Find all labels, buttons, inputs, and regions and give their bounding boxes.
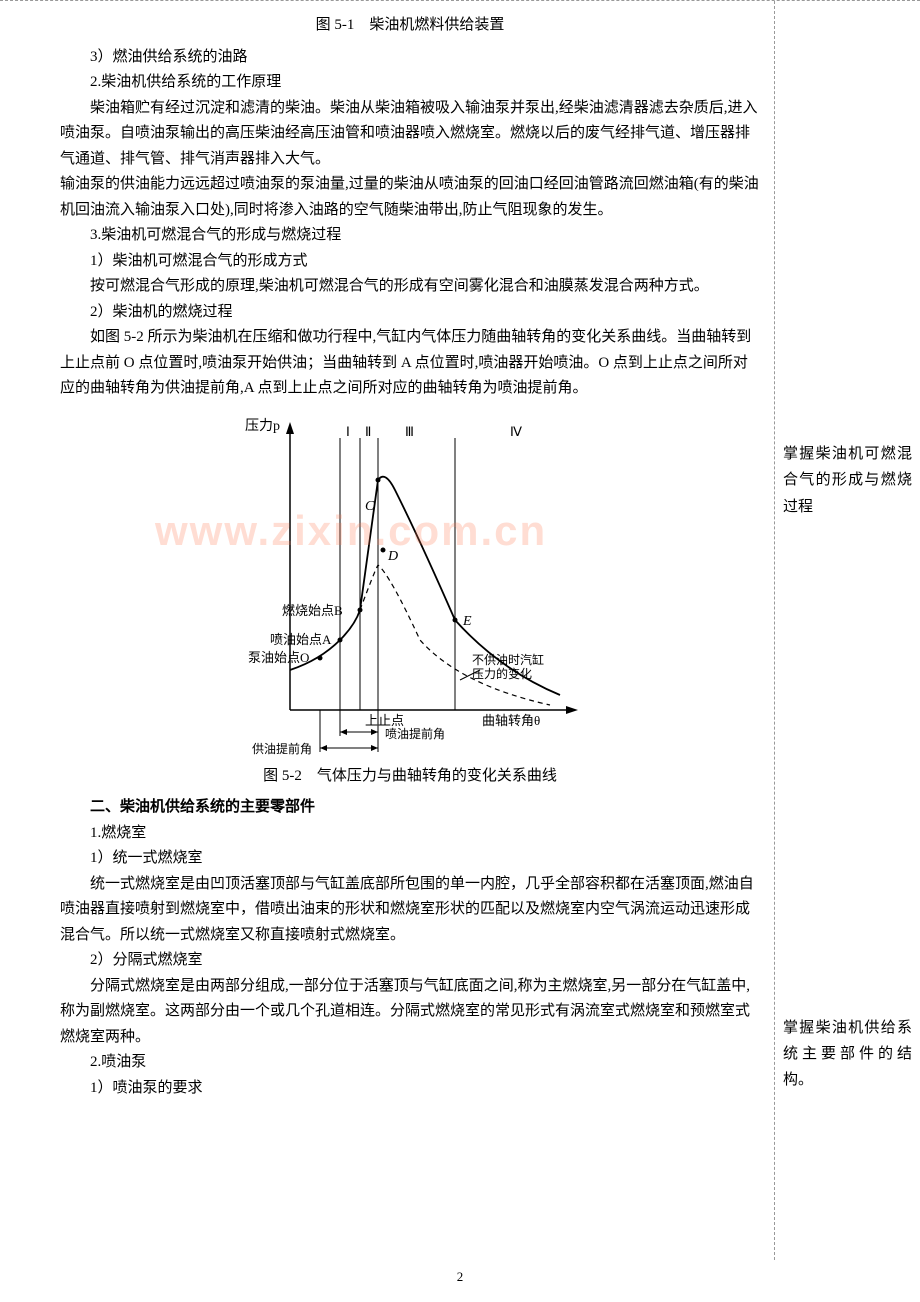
chart-svg: 压力p Ⅰ Ⅱ Ⅲ Ⅳ C	[220, 410, 600, 760]
stage-2: Ⅱ	[365, 424, 371, 439]
para-divided-chamber-head: 2）分隔式燃烧室	[60, 948, 760, 974]
supply-adv-label: 供油提前角	[252, 741, 312, 756]
inject-adv-arrow-r	[371, 729, 378, 735]
inject-adv-arrow-l	[340, 729, 347, 735]
para-mixture-form-head: 1）柴油机可燃混合气的形成方式	[60, 249, 760, 275]
point-b-marker	[358, 607, 363, 612]
stage-3: Ⅲ	[405, 424, 414, 439]
para-combustion-body: 如图 5-2 所示为柴油机在压缩和做功行程中,气缸内气体压力随曲轴转角的变化关系…	[60, 325, 760, 402]
dash-note-2: 压力的变化	[472, 666, 532, 681]
page-container: 图 5-1 柴油机燃料供给装置 3）燃油供给系统的油路 2.柴油机供给系统的工作…	[0, 0, 920, 1260]
supply-adv-arrow-l	[320, 745, 327, 751]
x-axis-label: 曲轴转角θ	[482, 713, 540, 728]
pressure-chart-wrap: www.zixin.com.cn 压力p Ⅰ Ⅱ	[60, 410, 760, 760]
para-mixture-head: 3.柴油机可燃混合气的形成与燃烧过程	[60, 223, 760, 249]
point-c-label: C	[365, 499, 375, 514]
point-d-marker	[381, 547, 386, 552]
page-number: 2	[0, 1260, 920, 1294]
point-a-label: 喷油始点A	[270, 632, 332, 647]
stage-1: Ⅰ	[346, 424, 350, 439]
para-oil-path: 3）燃油供给系统的油路	[60, 45, 760, 71]
para-working-principle-2: 输油泵的供油能力远远超过喷油泵的泵油量,过量的柴油从喷油泵的回油口经回油管路流回…	[60, 172, 760, 223]
para-divided-chamber-body: 分隔式燃烧室是由两部分组成,一部分位于活塞顶与气缸底面之间,称为主燃烧室,另一部…	[60, 974, 760, 1051]
tdc-label: 上止点	[365, 713, 404, 728]
para-working-principle-head: 2.柴油机供给系统的工作原理	[60, 70, 760, 96]
point-o-label: 泵油始点O	[248, 650, 309, 665]
point-o-marker	[318, 655, 323, 660]
point-e-label: E	[462, 614, 472, 629]
para-chamber-head: 1.燃烧室	[60, 821, 760, 847]
inject-adv-label: 喷油提前角	[385, 726, 445, 741]
side-note-combustion: 掌握柴油机可燃混合气的形成与燃烧过程	[783, 441, 912, 520]
x-axis-arrow	[566, 706, 578, 714]
point-c-marker	[376, 477, 381, 482]
para-combustion-head: 2）柴油机的燃烧过程	[60, 300, 760, 326]
pressure-chart: www.zixin.com.cn 压力p Ⅰ Ⅱ	[220, 410, 600, 760]
stage-4: Ⅳ	[510, 424, 522, 439]
y-axis-label: 压力p	[245, 418, 280, 434]
dash-note-1: 不供油时汽缸	[472, 652, 544, 667]
y-axis-arrow	[286, 422, 294, 434]
point-a-marker	[338, 637, 343, 642]
para-mixture-form-body: 按可燃混合气形成的原理,柴油机可燃混合气的形成有空间雾化混合和油膜蒸发混合两种方…	[60, 274, 760, 300]
point-b-label: 燃烧始点B	[282, 603, 343, 618]
para-pump-req-head: 1）喷油泵的要求	[60, 1076, 760, 1102]
point-d-label: D	[387, 549, 398, 564]
para-unified-chamber-body: 统一式燃烧室是由凹顶活塞顶部与气缸盖底部所包围的单一内腔，几乎全部容积都在活塞顶…	[60, 872, 760, 949]
side-note-components: 掌握柴油机供给系统主要部件的结构。	[783, 1015, 912, 1094]
side-column: 掌握柴油机可燃混合气的形成与燃烧过程 掌握柴油机供给系统主要部件的结构。	[775, 1, 920, 1260]
point-e-marker	[453, 617, 458, 622]
section-2-title: 二、柴油机供给系统的主要零部件	[60, 795, 760, 821]
supply-adv-arrow-r	[371, 745, 378, 751]
para-pump-head: 2.喷油泵	[60, 1050, 760, 1076]
para-working-principle-1: 柴油箱贮有经过沉淀和滤清的柴油。柴油从柴油箱被吸入输油泵并泵出,经柴油滤清器滤去…	[60, 96, 760, 173]
para-unified-chamber-head: 1）统一式燃烧室	[60, 846, 760, 872]
main-column: 图 5-1 柴油机燃料供给装置 3）燃油供给系统的油路 2.柴油机供给系统的工作…	[0, 1, 775, 1260]
figure1-caption: 图 5-1 柴油机燃料供给装置	[60, 13, 760, 39]
figure2-caption: 图 5-2 气体压力与曲轴转角的变化关系曲线	[60, 764, 760, 790]
